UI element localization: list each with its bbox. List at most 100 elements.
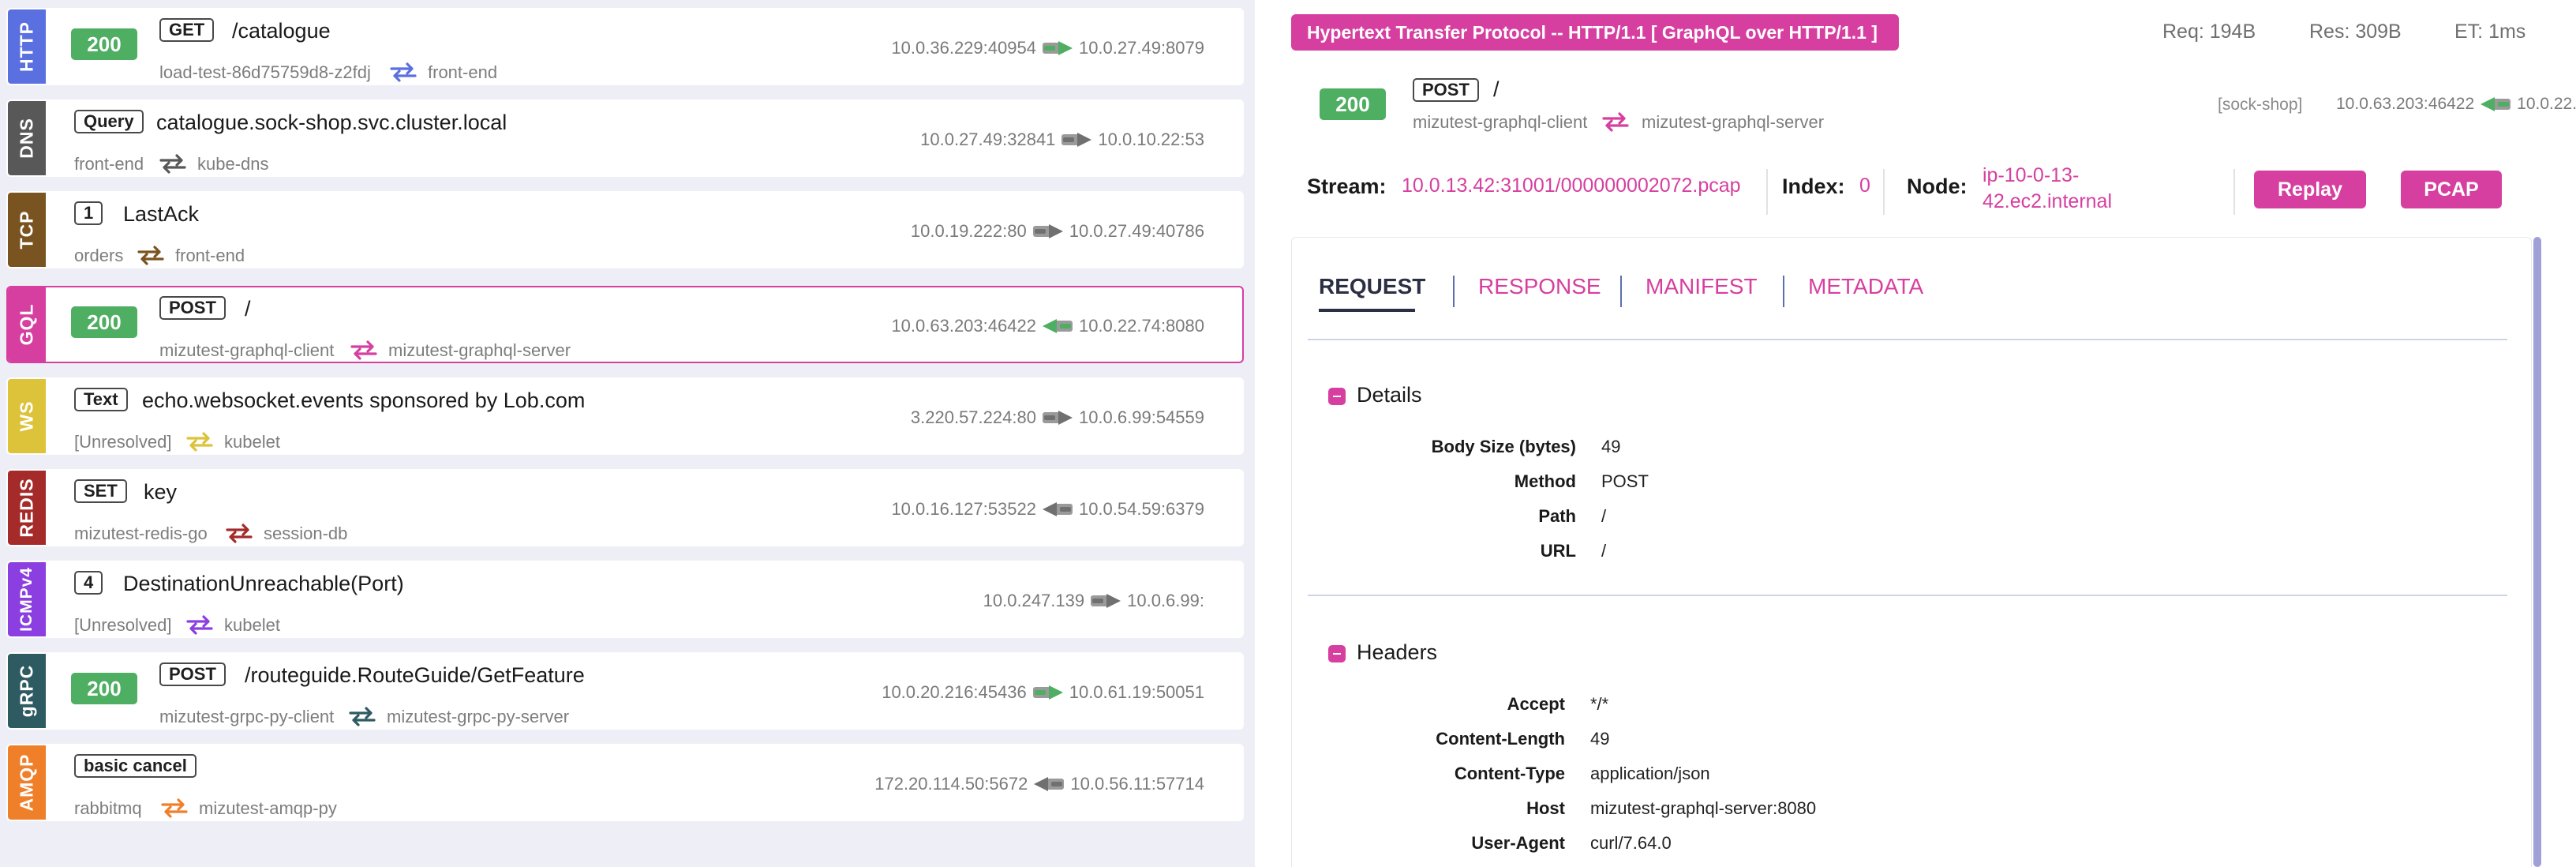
method-badge: 1 — [74, 201, 103, 225]
entry-title: /routeguide.RouteGuide/GetFeature — [245, 663, 585, 687]
header-value: mizutest-graphql-server:8080 — [1590, 798, 1817, 818]
index-value: 0 — [1859, 175, 1870, 197]
protocol-tag-amqp: AMQP — [8, 745, 46, 820]
entry-row-icmpv4[interactable]: ICMPv4 4 DestinationUnreachable(Port) [U… — [6, 561, 1244, 638]
source-ip: 10.0.36.229:40954 — [891, 38, 1036, 58]
elapsed-time: ET: 1ms — [2454, 21, 2526, 43]
destination-name: front-end — [428, 62, 498, 82]
protocol-label: REDIS — [16, 478, 37, 538]
entry-row-amqp[interactable]: AMQP basic cancel rabbitmq mizutest-amqp… — [6, 744, 1244, 821]
destination-name: mizutest-grpc-py-server — [387, 707, 570, 726]
destination-name: mizutest-amqp-py — [199, 798, 337, 818]
detail-key: URL — [1540, 541, 1576, 561]
swap-arrows-icon — [349, 340, 379, 360]
entry-row-http[interactable]: HTTP 200 GET /catalogue load-test-86d757… — [6, 8, 1244, 85]
method-badge: POST — [159, 296, 226, 320]
protocol-label: gRPC — [16, 664, 37, 718]
incoming-arrow-icon — [1041, 501, 1074, 518]
divider — [2233, 169, 2235, 215]
protocol-label: WS — [16, 400, 37, 432]
source-ip: 172.20.114.50:5672 — [874, 774, 1028, 794]
namespace-label: [sock-shop] — [2218, 96, 2303, 114]
protocol-tag-redis: REDIS — [8, 471, 46, 545]
method-badge: Query — [74, 110, 144, 133]
stream-label: Stream: — [1307, 175, 1387, 198]
entry-row-gql[interactable]: GQL 200 POST / mizutest-graphql-client m… — [6, 286, 1244, 363]
detail-key: Method — [1514, 471, 1576, 491]
destination-ip: 10.0.27.49:8079 — [1078, 38, 1204, 58]
source-ip: 10.0.19.222:80 — [910, 221, 1027, 241]
header-key: Content-Length — [1436, 729, 1565, 749]
destination-name: session-db — [264, 524, 348, 543]
header-key: Host — [1526, 798, 1565, 818]
entries-list: HTTP 200 GET /catalogue load-test-86d757… — [0, 0, 1255, 867]
source-ip: 3.220.57.224:80 — [910, 407, 1036, 427]
method-badge: GET — [159, 18, 215, 42]
collapse-icon[interactable] — [1328, 645, 1346, 662]
swap-arrows-icon — [1601, 111, 1631, 132]
ip-pair: 10.0.63.203:46422 10.0.22.74:8080 — [2336, 95, 2576, 114]
source-name: load-test-86d75759d8-z2fdj — [159, 62, 371, 82]
outgoing-arrow-icon — [1089, 592, 1122, 610]
tab-manifest[interactable]: MANIFEST — [1646, 274, 1758, 298]
protocol-label: HTTP — [16, 21, 37, 73]
swap-arrows-icon — [158, 153, 188, 174]
pcap-button[interactable]: PCAP — [2401, 171, 2502, 208]
section-title-details[interactable]: Details — [1357, 383, 1422, 407]
entry-row-tcp[interactable]: TCP 1 LastAck orders front-end 10.0.19.2… — [6, 191, 1244, 268]
protocol-label: GQL — [16, 303, 37, 346]
source-ip: 10.0.247.139 — [983, 591, 1085, 610]
scrollbar[interactable] — [2533, 237, 2541, 867]
replay-button[interactable]: Replay — [2254, 171, 2366, 208]
detail-key: Body Size (bytes) — [1431, 437, 1576, 456]
tab-request[interactable]: REQUEST — [1319, 274, 1426, 298]
protocol-tag-gql: GQL — [8, 287, 46, 362]
request-size: Req: 194B — [2162, 21, 2256, 43]
destination-name: kube-dns — [197, 154, 269, 174]
method-badge: basic cancel — [74, 754, 197, 778]
outgoing-arrow-icon — [1041, 39, 1074, 57]
header-key: User-Agent — [1471, 833, 1565, 853]
destination-ip: 10.0.54.59:6379 — [1078, 499, 1204, 519]
destination-ip: 10.0.10.22:53 — [1098, 129, 1204, 149]
index-label: Index: — [1782, 175, 1845, 198]
source-ip: 10.0.20.216:45436 — [882, 682, 1027, 702]
swap-arrows-icon — [224, 523, 254, 543]
tab-separator — [1620, 276, 1622, 307]
protocol-tag-dns: DNS — [8, 101, 46, 175]
header-value: curl/7.64.0 — [1590, 833, 1672, 853]
entry-row-dns[interactable]: DNS Query catalogue.sock-shop.svc.cluste… — [6, 99, 1244, 177]
swap-arrows-icon — [185, 431, 215, 452]
entry-row-ws[interactable]: WS Text echo.websocket.events sponsored … — [6, 377, 1244, 455]
destination-ip: 10.0.27.49:40786 — [1069, 221, 1204, 241]
entry-title: LastAck — [123, 202, 200, 226]
stream-info-bar: Stream: 10.0.13.42:31001/000000002072.pc… — [1255, 160, 2576, 216]
protocol-tag-grpc: gRPC — [8, 654, 46, 728]
ip-pair: 172.20.114.50:5672 10.0.56.11:57714 — [874, 774, 1204, 794]
tab-separator — [1453, 276, 1455, 307]
tab-metadata[interactable]: METADATA — [1808, 274, 1924, 298]
header-value: application/json — [1590, 764, 1710, 783]
source-name: orders — [74, 246, 124, 265]
ip-pair: 10.0.20.216:45436 10.0.61.19:50051 — [882, 682, 1204, 703]
tab-response[interactable]: RESPONSE — [1478, 274, 1601, 298]
outgoing-arrow-icon — [1041, 409, 1074, 426]
destination-name: kubelet — [224, 432, 280, 452]
ip-pair: 10.0.27.49:32841 10.0.10.22:53 — [920, 129, 1204, 150]
method-badge: POST — [159, 662, 226, 686]
source-name: [Unresolved] — [74, 615, 172, 635]
source-name: rabbitmq — [74, 798, 142, 818]
entry-row-grpc[interactable]: gRPC 200 POST /routeguide.RouteGuide/Get… — [6, 652, 1244, 730]
collapse-icon[interactable] — [1328, 388, 1346, 405]
outgoing-arrow-icon — [1060, 131, 1093, 148]
destination-name: mizutest-graphql-server — [1642, 112, 1825, 132]
source-ip: 10.0.63.203:46422 — [891, 316, 1036, 336]
stream-link[interactable]: 10.0.13.42:31001/000000002072.pcap — [1402, 175, 1741, 197]
ip-pair: 10.0.247.139 10.0.6.99: — [983, 591, 1204, 611]
destination-name: mizutest-graphql-server — [388, 340, 571, 360]
entry-title: / — [1493, 77, 1500, 101]
entry-row-redis[interactable]: REDIS SET key mizutest-redis-go session-… — [6, 469, 1244, 546]
source-ip: 10.0.63.203:46422 — [2336, 95, 2475, 113]
incoming-arrow-icon — [1032, 775, 1065, 793]
section-title-headers[interactable]: Headers — [1357, 640, 1438, 664]
